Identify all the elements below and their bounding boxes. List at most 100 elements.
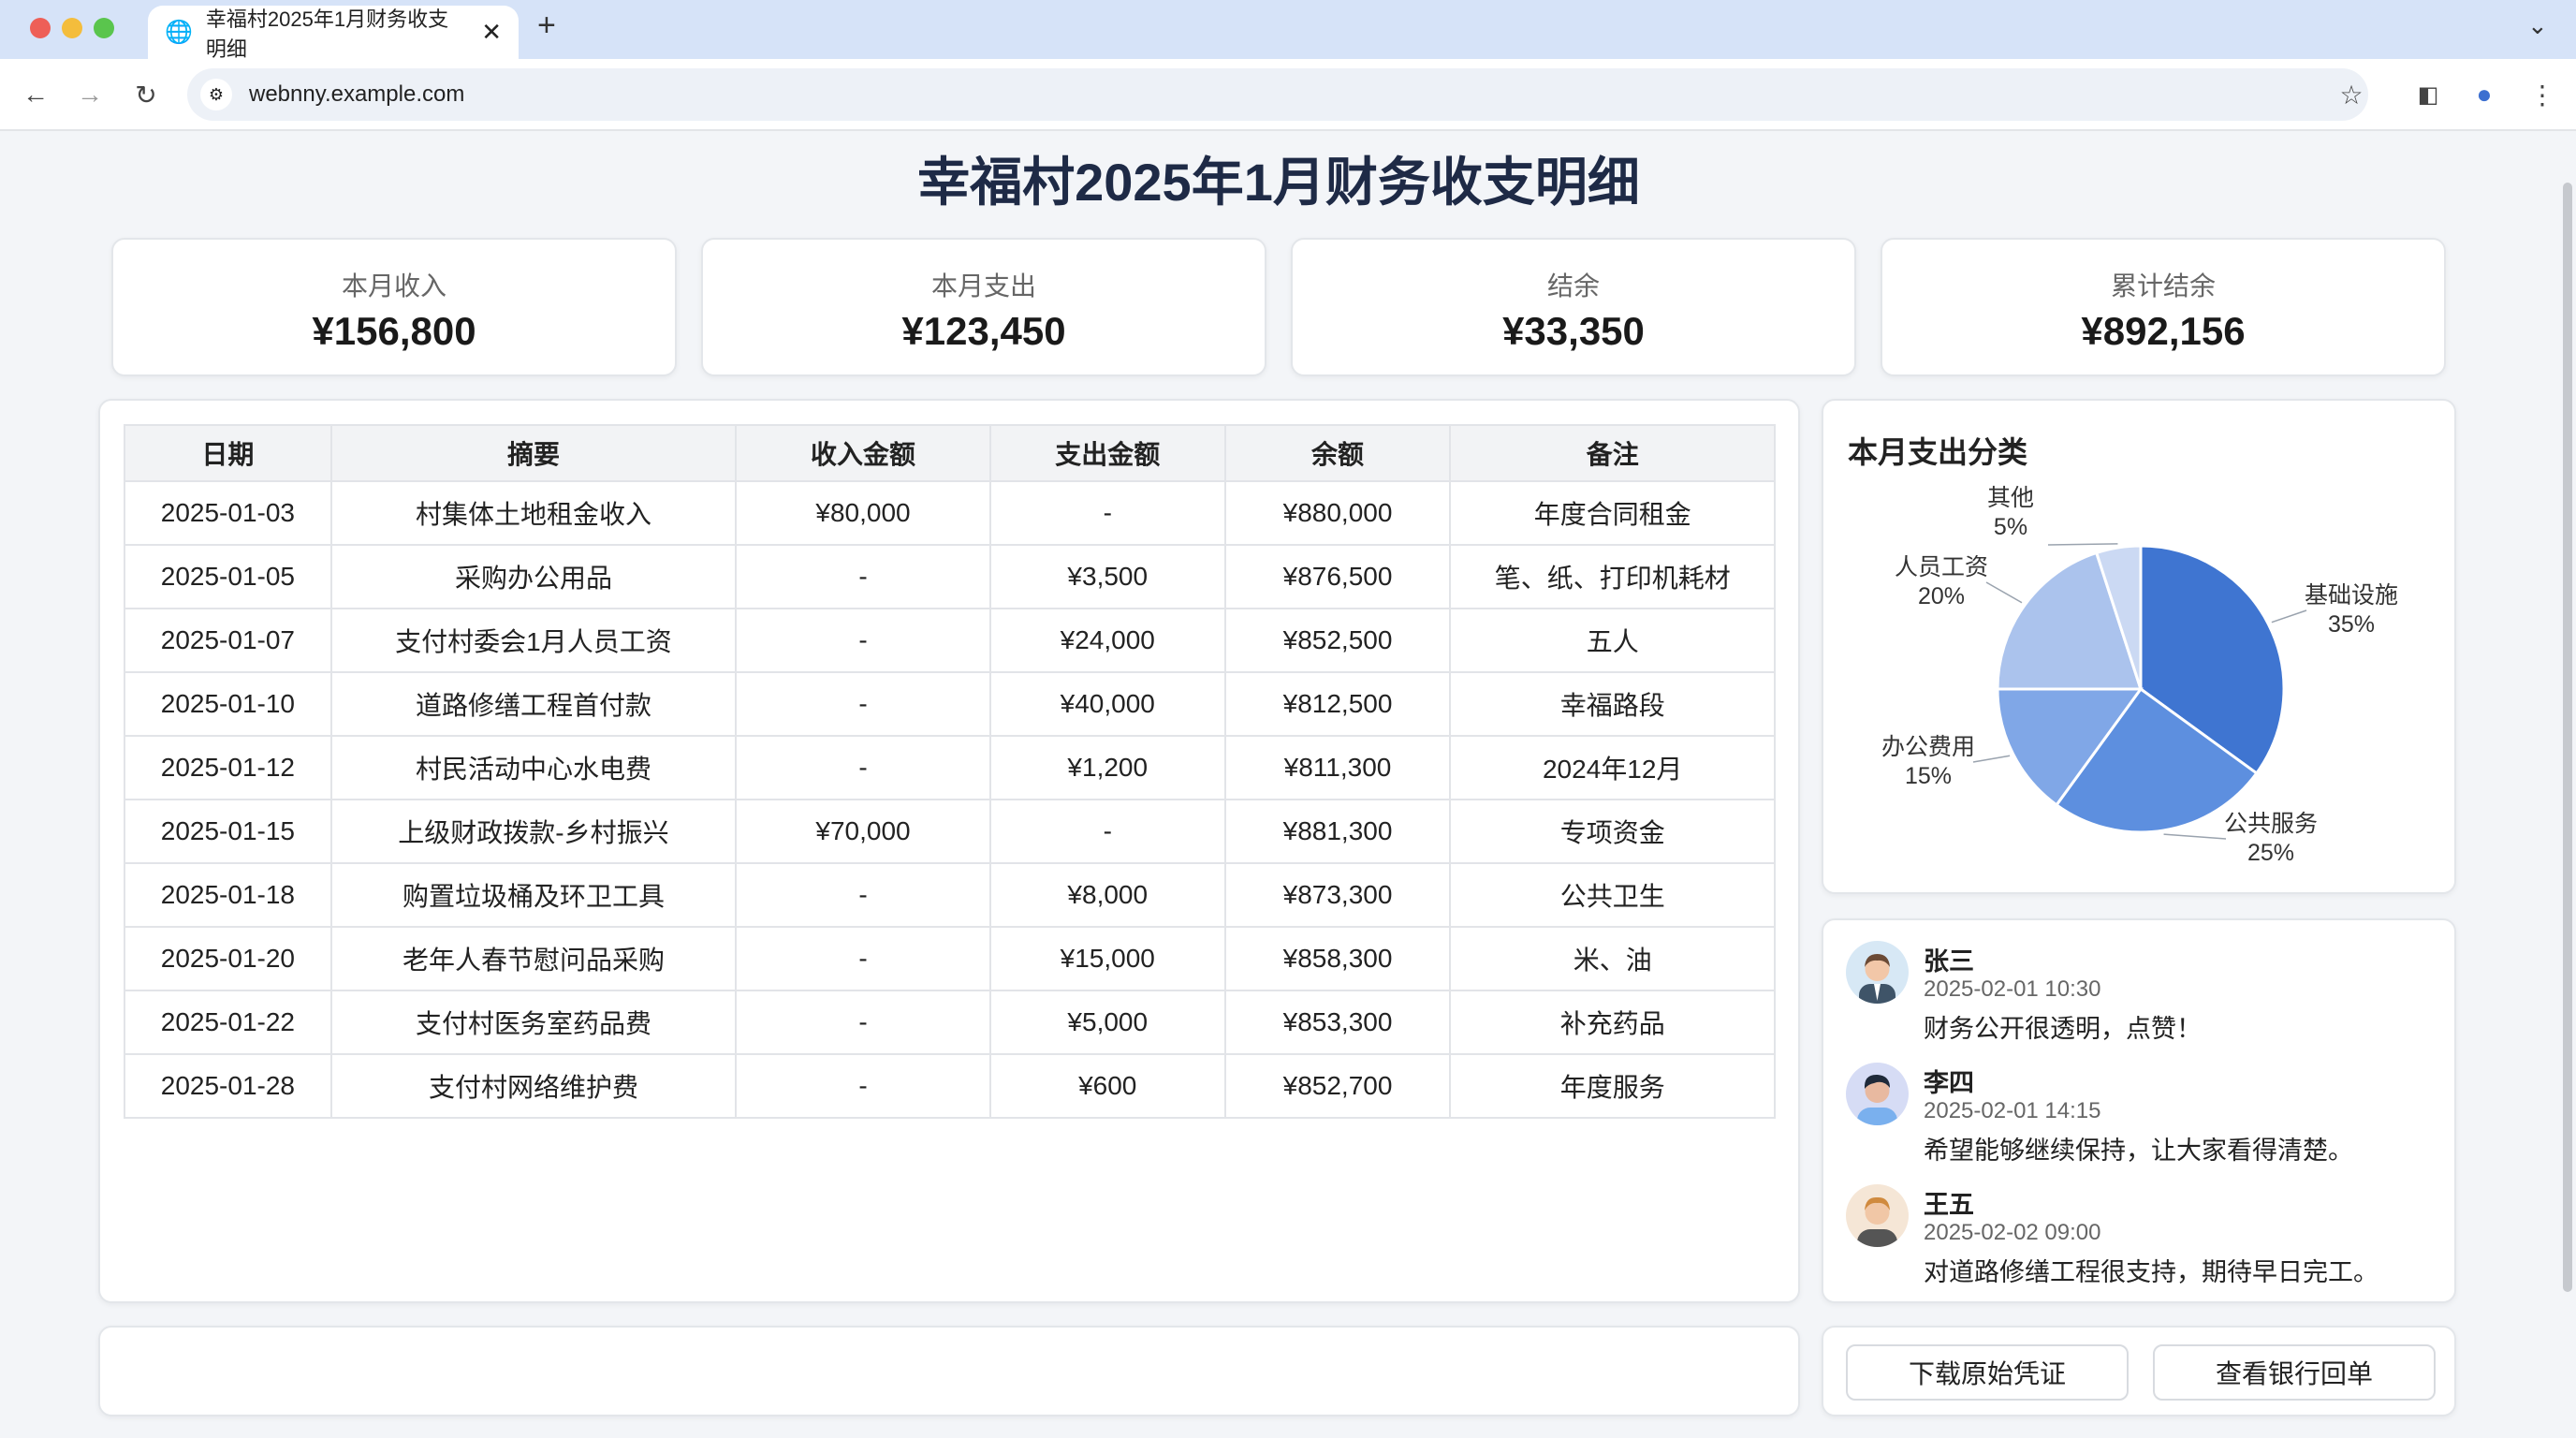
column-header: 备注 [1449,424,1776,482]
table-cell: ¥811,300 [1223,735,1452,800]
comment-text: 希望能够继续保持，让大家看得清楚。 [1924,1137,2353,1165]
table-cell: ¥5,000 [988,990,1226,1055]
comment-time: 2025-02-02 09:00 [1924,1220,2101,1245]
table-cell: ¥873,300 [1223,862,1452,928]
table-cell: ¥15,000 [988,926,1226,991]
stat-value: ¥123,450 [901,309,1066,353]
star-icon[interactable]: ☆ [2339,80,2364,110]
table-cell: - [988,480,1226,546]
tab-active[interactable]: 🌐 幸福村2025年1月财务收支明细 ✕ [148,6,519,61]
table-cell: - [988,799,1226,864]
site-settings-icon[interactable]: ⚙ [200,79,232,110]
chevron-down-icon[interactable]: ⌄ [2527,11,2548,39]
table-cell: 专项资金 [1449,799,1776,864]
column-header: 余额 [1223,424,1452,482]
table-row: 2025-01-15 上级财政拨款-乡村振兴 ¥70,000- ¥881,300 专项资… [124,799,1776,864]
table-cell: 2025-01-28 [124,1053,332,1119]
stat-value: ¥892,156 [2081,309,2246,353]
transactions-table: 日期 摘要 收入金额 支出金额 余额 备注 2025-01-03 村集体土地租金收入 ¥80,… [124,424,1776,1119]
profile-icon[interactable]: ● [2476,80,2493,109]
table-cell: ¥600 [988,1053,1226,1119]
column-header: 收入金额 [735,424,991,482]
slice-label: 办公费用 [1881,734,1975,760]
back-icon[interactable]: ← [22,80,49,109]
comment-author: 李四 [1924,1069,1974,1097]
slice-percent: 5% [1994,514,2027,540]
pie-slice [2139,544,2286,776]
slice-percent: 15% [1905,763,1952,789]
maximize-window-button[interactable] [94,18,114,38]
plus-icon[interactable]: + [537,7,556,43]
column-header: 摘要 [329,424,738,482]
table-cell: 支付村委会1月人员工资 [329,608,738,673]
pie-slice [1996,550,2144,691]
reload-icon[interactable]: ↻ [135,80,157,110]
bottom-left-panel [98,1326,1800,1416]
slice-label: 人员工资 [1895,554,1988,580]
avatar [1846,941,1909,1004]
table-cell: ¥80,000 [735,480,991,546]
table-cell: 购置垃圾桶及环卫工具 [329,862,738,928]
stat-label: 本月收入 [341,271,446,301]
slice-label: 基础设施 [2305,582,2398,609]
scrollbar[interactable] [2563,183,2572,1292]
close-icon[interactable]: ✕ [481,18,502,46]
table-cell: ¥852,500 [1223,608,1452,673]
table-cell: 支付村医务室药品费 [329,990,738,1055]
download-voucher-button[interactable]: 下载原始凭证 [1846,1344,2129,1401]
table-cell: 2025-01-05 [124,544,332,609]
table-cell: ¥853,300 [1223,990,1452,1055]
table-header-row: 日期 摘要 收入金额 支出金额 余额 备注 [124,424,1776,482]
comment-time: 2025-02-01 10:30 [1924,976,2101,1002]
view-bank-receipt-button[interactable]: 查看银行回单 [2153,1344,2436,1401]
leader-line [1972,755,2011,763]
table-row: 2025-01-28 支付村网络维护费 - ¥600 ¥852,700 年度服务 [124,1053,1776,1119]
close-window-button[interactable] [30,18,51,38]
forward-icon[interactable]: → [77,80,103,109]
table-cell: - [735,926,991,991]
globe-icon: 🌐 [165,20,193,45]
stat-expense: 本月支出 ¥123,450 [701,238,1266,376]
table-row: 2025-01-12 村民活动中心水电费 - ¥1,200 ¥811,300 2024年1… [124,735,1776,800]
table-cell: ¥812,500 [1223,671,1452,737]
comment-author: 王五 [1924,1191,1974,1219]
table-cell: 村集体土地租金收入 [329,480,738,546]
slice-label: 公共服务 [2224,811,2318,837]
table-cell: 村民活动中心水电费 [329,735,738,800]
stat-income: 本月收入 ¥156,800 [111,238,677,376]
table-cell: 2025-01-12 [124,735,332,800]
table-row: 2025-01-22 支付村医务室药品费 - ¥5,000 ¥853,300 补充药品 [124,990,1776,1055]
column-header: 支出金额 [988,424,1226,482]
table-cell: - [735,671,991,737]
sidebar-icon[interactable]: ◧ [2417,81,2439,108]
table-cell: ¥880,000 [1223,480,1452,546]
table-cell: 2025-01-03 [124,480,332,546]
leader-line [2047,543,2118,546]
table-row: 2025-01-03 村集体土地租金收入 ¥80,000- ¥880,000 年度合同租… [124,480,1776,546]
stat-label: 结余 [1546,271,1600,301]
stat-value: ¥33,350 [1502,309,1645,353]
table-cell: 老年人春节慰问品采购 [329,926,738,991]
table-cell: 2025-01-20 [124,926,332,991]
slice-label: 其他 [1987,485,2034,511]
table-cell: 采购办公用品 [329,544,738,609]
comments-panel: 张三 2025-02-01 10:30 财务公开很透明，点赞！ 李四 2025-… [1822,918,2456,1303]
slice-percent: 35% [2328,611,2375,638]
table-cell: ¥881,300 [1223,799,1452,864]
table-cell: ¥70,000 [735,799,991,864]
table-cell: 年度合同租金 [1449,480,1776,546]
table-cell: 公共卫生 [1449,862,1776,928]
pie-slice [2054,686,2259,834]
menu-icon[interactable]: ⋮ [2529,80,2555,110]
avatar [1846,1063,1909,1125]
comment-author: 张三 [1924,947,1974,976]
table-row: 2025-01-07 支付村委会1月人员工资 - ¥24,000 ¥852,500 五人 [124,608,1776,673]
table-cell: - [735,608,991,673]
table-cell: - [735,544,991,609]
minimize-window-button[interactable] [62,18,82,38]
table-cell: 五人 [1449,608,1776,673]
toolbar: ← → ↻ ⚙ webnny.example.com ☆ ◧ ● ⋮ [0,59,2576,131]
stat-balance: 结余 ¥33,350 [1291,238,1856,376]
address-bar[interactable]: ⚙ webnny.example.com [187,68,2368,121]
table-row: 2025-01-10 道路修缮工程首付款 - ¥40,000 ¥812,500 幸福路段 [124,671,1776,737]
